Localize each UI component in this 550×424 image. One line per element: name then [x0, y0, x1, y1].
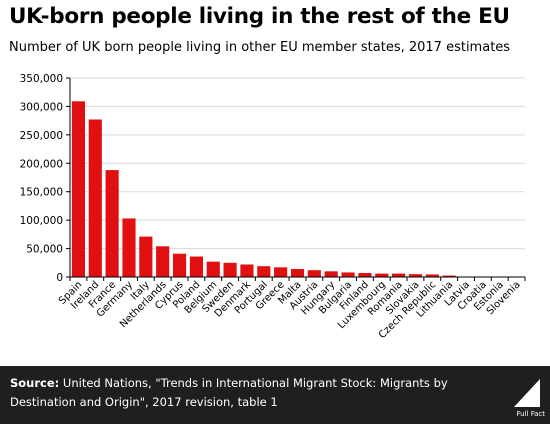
chart-subtitle: Number of UK born people living in other…: [9, 40, 511, 55]
y-tick-label: 0: [56, 272, 63, 284]
bar: [71, 101, 85, 277]
bar: [341, 272, 355, 277]
bar: [122, 218, 136, 277]
bar: [274, 267, 288, 277]
y-tick-label: 150,000: [20, 187, 63, 199]
bar: [156, 246, 170, 277]
y-tick-label: 350,000: [20, 73, 63, 85]
logo-text: Full Fact: [516, 410, 545, 418]
bar: [206, 261, 220, 277]
bar: [257, 266, 271, 277]
bar: [240, 264, 254, 277]
bar: [375, 273, 389, 277]
bar: [425, 274, 439, 277]
bar: [88, 119, 102, 278]
source-note: Source: United Nations, "Trends in Inter…: [10, 374, 480, 412]
y-tick-label: 200,000: [20, 158, 63, 170]
source-label: Source:: [10, 376, 60, 390]
bar: [290, 269, 305, 277]
bar: [324, 271, 338, 277]
bar-chart: 0 50,000 100,000 150,000 200,000 250,000 300,0…: [20, 73, 526, 341]
source-text: United Nations, "Trends in International…: [10, 376, 448, 409]
y-tick-label: 300,000: [20, 101, 63, 113]
bar: [442, 275, 456, 277]
y-tick-label: 100,000: [20, 215, 63, 227]
bar: [189, 256, 203, 277]
bar: [105, 170, 119, 277]
bar: [172, 253, 187, 277]
bar: [139, 236, 153, 277]
footer: Source: United Nations, "Trends in Inter…: [0, 366, 550, 424]
bar: [358, 273, 372, 277]
bar: [223, 262, 237, 277]
bar: [392, 273, 406, 277]
chart-title: UK-born people living in the rest of the…: [9, 4, 510, 29]
y-tick-label: 50,000: [26, 244, 63, 256]
bar: [408, 274, 423, 277]
y-tick-label: 250,000: [20, 130, 63, 142]
bar: [307, 270, 321, 277]
full-fact-triangle-icon: [514, 379, 540, 407]
